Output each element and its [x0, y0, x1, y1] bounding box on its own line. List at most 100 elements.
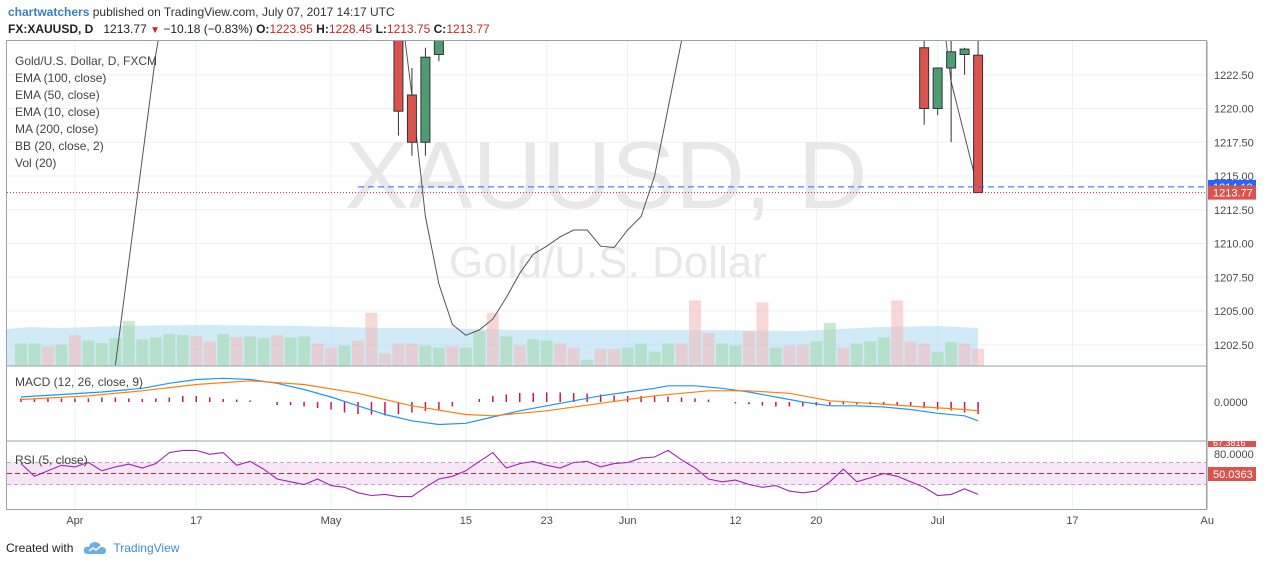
chart-frame — [6, 40, 1207, 510]
volume-bar — [149, 337, 162, 366]
volume-bar — [257, 338, 270, 366]
volume-bar — [864, 341, 877, 366]
volume-bar — [931, 351, 944, 366]
volume-bar — [473, 331, 486, 366]
volume-bar — [918, 343, 931, 366]
x-tick-label: 17 — [1066, 515, 1078, 527]
volume-bar — [891, 300, 904, 366]
created-with-text: Created with — [6, 541, 74, 555]
open-label: O: — [256, 22, 270, 36]
volume-bar — [163, 334, 176, 366]
volume-bar — [244, 336, 257, 366]
x-tick-label: 23 — [541, 515, 553, 527]
x-tick-label: 12 — [729, 515, 741, 527]
close-label: C: — [433, 22, 447, 36]
x-tick-label: 20 — [810, 515, 822, 527]
volume-bar — [648, 351, 661, 366]
price-tick-label: 1220.00 — [1214, 104, 1254, 116]
change-value: −10.18 (−0.83%) — [163, 22, 253, 36]
volume-bar — [689, 300, 701, 366]
volume-bar — [217, 334, 230, 366]
volume-bar — [945, 342, 958, 366]
volume-bar — [459, 347, 472, 366]
open-value: 1223.95 — [269, 22, 313, 36]
volume-bar — [378, 353, 391, 366]
volume-bar — [904, 341, 917, 366]
x-tick-label: Apr — [66, 515, 83, 527]
high-value: 1228.45 — [328, 22, 373, 36]
down-arrow-icon: ▼ — [150, 25, 160, 36]
ohlc-header: FX:XAUUSD, D 1213.77 ▼ −10.18 (−0.83%) O… — [8, 22, 490, 36]
legend-item: BB (20, close, 2) — [15, 139, 104, 153]
volume-bar — [675, 343, 688, 366]
price-tick-label: 1222.50 — [1214, 70, 1254, 82]
volume-bar — [837, 347, 850, 366]
watermark-symbol: XAUUSD, D — [345, 122, 868, 229]
rsi-partial-label: 67.3816 — [1213, 438, 1246, 448]
volume-bar — [311, 343, 324, 366]
candle-body — [959, 48, 970, 55]
volume-bar — [392, 343, 405, 366]
signal-line — [20, 380, 979, 417]
x-tick-label: Au — [1201, 515, 1214, 527]
publish-header: chartwatchers published on TradingView.c… — [8, 5, 395, 19]
volume-bar — [729, 345, 742, 366]
x-tick-label: 17 — [190, 515, 202, 527]
rsi-value-label: 50.0363 — [1213, 469, 1253, 481]
volume-bar — [419, 345, 432, 366]
volume-bar — [176, 334, 189, 366]
volume-bar — [95, 343, 108, 366]
volume-bar — [635, 343, 648, 366]
bollinger-line — [114, 41, 979, 366]
volume-bar — [540, 340, 553, 366]
volume-bar — [28, 343, 41, 366]
volume-bar — [432, 347, 445, 366]
candle-body — [420, 56, 431, 143]
legend-item: EMA (100, close) — [15, 71, 107, 85]
candle-body — [393, 41, 404, 112]
volume-bar — [567, 347, 580, 366]
last-price: 1213.77 — [103, 22, 147, 36]
price-tag-label: 1213.77 — [1213, 188, 1253, 200]
legend-item: Gold/U.S. Dollar, D, FXCM — [15, 54, 158, 68]
volume-bar — [325, 347, 338, 366]
volume-bar — [15, 343, 27, 366]
tradingview-brand[interactable]: TradingView — [113, 541, 180, 555]
volume-bar — [55, 344, 68, 366]
volume-bar — [756, 302, 769, 366]
high-label: H: — [316, 22, 329, 36]
macd-label: MACD (12, 26, close, 9) — [15, 375, 144, 389]
x-tick-label: 15 — [460, 515, 472, 527]
publish-text: published on TradingView.com, July 07, 2… — [92, 5, 395, 19]
volume-bar — [527, 339, 540, 366]
volume-bar — [621, 347, 634, 366]
volume-bar — [972, 348, 985, 366]
x-tick-label: Jul — [931, 515, 945, 527]
rsi-label: RSI (5, close) — [15, 453, 88, 467]
volume-bar — [446, 346, 459, 366]
volume-bar — [810, 341, 823, 366]
volume-bar — [823, 322, 836, 366]
price-tick-label: 1207.50 — [1214, 272, 1254, 284]
macd-tick-label: 0.0000 — [1214, 397, 1248, 409]
volume-bar — [850, 343, 863, 366]
legend-item: EMA (50, close) — [15, 88, 100, 102]
low-value: 1213.75 — [386, 22, 431, 36]
price-tick-label: 1212.50 — [1214, 205, 1254, 217]
candle-body — [973, 54, 984, 194]
legend-item: MA (200, close) — [15, 122, 99, 136]
x-tick-label: May — [321, 515, 342, 527]
low-label: L: — [375, 22, 387, 36]
x-tick-label: Jun — [619, 515, 637, 527]
volume-bar — [190, 336, 203, 366]
volume-bar — [662, 343, 675, 366]
footer: Created with TradingView — [6, 541, 179, 555]
author-link[interactable]: chartwatchers — [8, 5, 90, 19]
candle-body — [946, 51, 957, 69]
rsi-tick-label: 80.0000 — [1214, 449, 1254, 461]
volume-bar — [405, 343, 418, 366]
price-tick-label: 1202.50 — [1214, 340, 1254, 352]
volume-bar — [284, 337, 297, 366]
volume-bar — [41, 346, 54, 366]
